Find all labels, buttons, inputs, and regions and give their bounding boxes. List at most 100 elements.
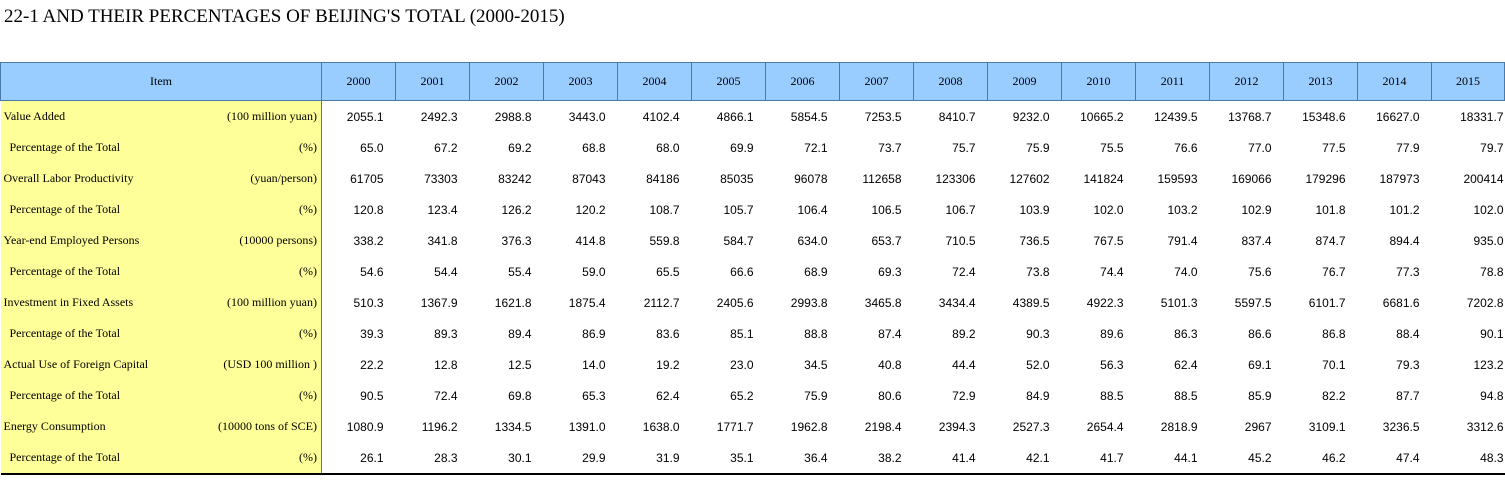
table-cell: 39.3: [360, 326, 384, 341]
table-cell: 874.7: [1315, 233, 1346, 248]
header-year: 2001: [395, 62, 470, 101]
row-label: Percentage of the Total: [9, 202, 121, 216]
table-cell: 5597.5: [1234, 295, 1272, 310]
table-cell: 75.6: [1248, 264, 1272, 279]
table-cell: 103.9: [1019, 202, 1050, 217]
table-cell: 1196.2: [421, 419, 458, 434]
table-cell: 62.4: [656, 388, 680, 403]
row-unit: (100 million yuan): [227, 295, 317, 309]
table-cell: 73.7: [878, 140, 902, 155]
table-row: Energy Consumption (10000 tons of SCE) 108…: [0, 411, 1505, 442]
table-cell: 44.4: [952, 357, 976, 372]
table-cell: 67.2: [434, 140, 458, 155]
table-cell: 894.4: [1389, 233, 1420, 248]
table-cell: 88.8: [804, 326, 828, 341]
table-cell: 35.1: [691, 442, 766, 475]
row-header: Actual Use of Foreign Capital (USD 100 mi…: [0, 349, 322, 380]
table-row: Percentage of the Total (%) 65.0 67.2 69.2 68…: [0, 132, 1505, 163]
table-cell: 68.9: [804, 264, 828, 279]
table-cell: 791.4: [1167, 233, 1198, 248]
table-cell: 7202.8: [1466, 295, 1504, 310]
table-cell: 86.3: [1174, 326, 1198, 341]
table-cell: 2993.8: [790, 295, 828, 310]
row-header: Percentage of the Total (%): [0, 132, 322, 163]
table-cell: 56.3: [1100, 357, 1124, 372]
header-year: 2013: [1283, 62, 1358, 101]
table-cell: 69.3: [878, 264, 902, 279]
table-cell: 634.0: [797, 233, 828, 248]
table-cell: 1621.8: [494, 295, 532, 310]
table-cell: 767.5: [1093, 233, 1124, 248]
table-cell: 14.0: [582, 357, 606, 372]
table-cell: 108.7: [649, 202, 680, 217]
table-cell: 179296: [1305, 171, 1346, 186]
table-cell: 87043: [572, 171, 606, 186]
table-cell: 72.4: [952, 264, 976, 279]
table-cell: 62.4: [1174, 357, 1198, 372]
table-cell: 75.9: [804, 388, 828, 403]
table-cell: 23.0: [730, 357, 754, 372]
table-cell: 52.0: [1026, 357, 1050, 372]
table-cell: 47.4: [1357, 442, 1432, 475]
table-cell: 3109.1: [1308, 419, 1346, 434]
table-cell: 65.3: [582, 388, 606, 403]
table-cell: 82.2: [1322, 388, 1346, 403]
table-cell: 73.8: [1026, 264, 1050, 279]
table-cell: 1875.4: [568, 295, 606, 310]
table-cell: 75.7: [952, 140, 976, 155]
table-cell: 48.3: [1431, 442, 1505, 475]
table-cell: 2818.9: [1160, 419, 1198, 434]
table-cell: 2988.8: [494, 109, 532, 124]
table-cell: 42.1: [987, 442, 1062, 475]
table-cell: 12439.5: [1154, 109, 1198, 124]
table-cell: 77.3: [1396, 264, 1420, 279]
table-cell: 40.8: [878, 357, 902, 372]
row-unit: (%): [299, 388, 317, 402]
table-cell: 31.9: [617, 442, 692, 475]
row-unit: (10000 tons of SCE): [218, 419, 317, 433]
table-cell: 1391.0: [568, 419, 606, 434]
table-cell: 88.5: [1174, 388, 1198, 403]
table-cell: 34.5: [804, 357, 828, 372]
table-cell: 2527.3: [1012, 419, 1050, 434]
table-cell: 44.1: [1135, 442, 1210, 475]
row-header: Year-end Employed Persons (10000 persons): [0, 225, 322, 256]
header-year: 2012: [1209, 62, 1284, 101]
header-year: 2005: [691, 62, 766, 101]
table-cell: 83.6: [656, 326, 680, 341]
table-cell: 200414: [1463, 171, 1504, 186]
table-cell: 79.3: [1396, 357, 1420, 372]
table-cell: 66.6: [730, 264, 754, 279]
table-cell: 127602: [1009, 171, 1050, 186]
table-cell: 26.1: [321, 442, 396, 475]
table-cell: 72.9: [952, 388, 976, 403]
statistics-table: Item 2000 2001 2002 2003 2004 2005 2006 2007 200…: [0, 62, 1505, 475]
table-cell: 94.8: [1480, 388, 1504, 403]
table-cell: 12.8: [434, 357, 458, 372]
table-cell: 1367.9: [420, 295, 458, 310]
table-cell: 102.0: [1473, 202, 1504, 217]
table-cell: 341.8: [427, 233, 458, 248]
table-cell: 5101.3: [1160, 295, 1198, 310]
header-year: 2014: [1357, 62, 1432, 101]
table-cell: 7253.5: [864, 109, 902, 124]
table-cell: 2198.4: [864, 419, 902, 434]
table-cell: 74.0: [1174, 264, 1198, 279]
table-row: Percentage of the Total (%) 54.6 54.4 55.4 59…: [0, 256, 1505, 287]
table-cell: 16627.0: [1376, 109, 1420, 124]
row-unit: (%): [299, 450, 317, 464]
table-cell: 510.3: [353, 295, 384, 310]
table-cell: 736.5: [1019, 233, 1050, 248]
table-cell: 28.3: [395, 442, 470, 475]
table-cell: 376.3: [501, 233, 532, 248]
table-cell: 338.2: [353, 233, 384, 248]
table-cell: 68.8: [582, 140, 606, 155]
table-cell: 15348.6: [1302, 109, 1346, 124]
row-unit: (%): [299, 202, 317, 216]
table-cell: 90.3: [1026, 326, 1050, 341]
row-label: Percentage of the Total: [9, 264, 121, 278]
table-cell: 65.0: [360, 140, 384, 155]
table-cell: 73303: [424, 171, 458, 186]
table-cell: 41.4: [913, 442, 988, 475]
row-header: Percentage of the Total (%): [0, 194, 322, 225]
